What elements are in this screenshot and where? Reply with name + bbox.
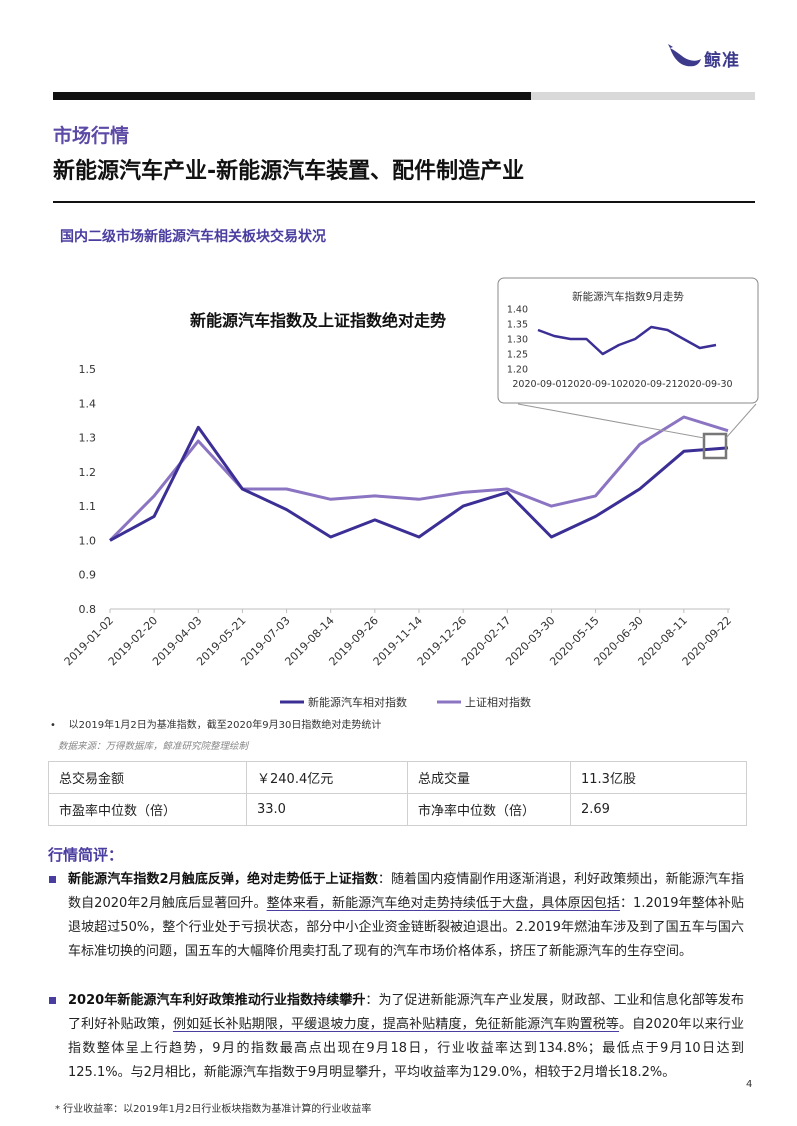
stat-label: 市净率中位数（倍） — [407, 793, 571, 826]
page-title: 新能源汽车产业-新能源汽车装置、配件制造产业 — [53, 159, 525, 184]
trading-stats-table: 总交易金额 ￥240.4亿元 总成交量 11.3亿股 市盈率中位数（倍） 33.… — [48, 761, 747, 826]
inset-chart-title: 新能源汽车指数9月走势 — [572, 290, 684, 303]
stat-value: 2.69 — [570, 793, 747, 826]
inset-y-tick-label: 1.40 — [507, 305, 528, 316]
y-tick-label: 1.1 — [79, 500, 97, 513]
review-paragraph-2: 2020年新能源汽车利好政策推动行业指数持续攀升：为了促进新能源汽车产业发展，财… — [68, 989, 744, 1085]
whale-logo-icon — [668, 44, 701, 67]
index-trend-chart: 新能源汽车指数及上证指数绝对走势 0.8 0.9 1.0 1.1 1.2 1.3 1.4 1.… — [62, 277, 759, 709]
y-tick-label: 1.4 — [79, 397, 97, 410]
brand-logo: 鲸准 — [668, 44, 758, 74]
paragraph-text: ：1.2019年整体补贴退坡超过50%，整个行业处于亏损状态，部分中小企业资金链… — [68, 896, 744, 959]
table-row: 市盈率中位数（倍） 33.0 市净率中位数（倍） 2.69 — [48, 793, 747, 826]
main-chart-title: 新能源汽车指数及上证指数绝对走势 — [190, 311, 446, 330]
stat-label: 总交易金额 — [48, 761, 247, 794]
footnote: * 行业收益率：以2019年1月2日行业板块指数为基准计算的行业收益率 — [55, 1104, 372, 1115]
brand-name: 鲸准 — [704, 51, 740, 71]
sub-heading: 国内二级市场新能源汽车相关板块交易状况 — [60, 229, 326, 245]
paragraph-underlined-text: 整体来看，新能源汽车绝对走势持续低于大盘，具体原因包括 — [266, 896, 620, 911]
chart-legend: 新能源汽车相对指数 上证相对指数 — [280, 695, 531, 709]
inset-y-tick-label: 1.25 — [507, 350, 528, 361]
zoom-highlight-box — [517, 403, 757, 460]
bullet-icon — [49, 876, 56, 883]
stat-value: 11.3亿股 — [570, 761, 747, 794]
connector-line — [517, 403, 705, 439]
chart-note: • 以2019年1月2日为基准指数，截至2020年9月30日指数绝对走势统计 — [50, 720, 382, 731]
legend-label: 新能源汽车相对指数 — [308, 695, 407, 709]
stat-value: 33.0 — [246, 793, 408, 826]
main-plot-area: 0.80.91.01.11.21.31.41.52019-01-022019-0… — [62, 363, 734, 668]
inset-y-tick-label: 1.30 — [507, 335, 528, 346]
series-line-sse — [108, 415, 729, 542]
y-tick-label: 0.9 — [79, 569, 97, 582]
inset-x-tick-label: 2020-09-01 — [512, 379, 567, 390]
stat-label: 总成交量 — [407, 761, 571, 794]
paragraph-text: ：为了促进新能源汽车产业发展，财政部、工业和信息化部等发布了利好补贴政策， — [68, 993, 744, 1032]
title-rule — [53, 201, 755, 203]
inset-x-tick-label: 2020-09-10 — [567, 379, 622, 390]
inset-x-tick-label: 2020-09-21 — [622, 379, 677, 390]
inset-chart: 新能源汽车指数9月走势 1.20 1.25 1.30 1.35 1.40 2020-09-0… — [497, 277, 759, 404]
paragraph-lead: 新能源汽车指数2月触底反弹，绝对走势低于上证指数 — [68, 872, 378, 887]
y-tick-label: 1.0 — [79, 534, 97, 547]
review-paragraph-1: 新能源汽车指数2月触底反弹，绝对走势低于上证指数：随着国内疫情副作用逐渐消退，利… — [68, 868, 744, 964]
section-label: 市场行情 — [53, 125, 130, 147]
stat-value: ￥240.4亿元 — [246, 761, 408, 794]
paragraph-text: ：随着国内疫情副作用逐渐消退，利好政策频出，新能源汽车指数自2020年2月触底后… — [68, 872, 744, 911]
table-row: 总交易金额 ￥240.4亿元 总成交量 11.3亿股 — [48, 761, 747, 794]
header-rule-dark — [53, 92, 531, 100]
legend-label: 上证相对指数 — [465, 695, 531, 709]
y-tick-label: 1.3 — [79, 432, 97, 445]
zoom-rect — [702, 432, 728, 460]
chart-note-text: 以2019年1月2日为基准指数，截至2020年9月30日指数绝对走势统计 — [68, 720, 382, 731]
inset-x-tick-label: 2020-09-30 — [677, 379, 732, 390]
y-tick-label: 1.2 — [79, 466, 97, 479]
y-tick-label: 1.5 — [79, 363, 97, 376]
y-tick-label: 0.8 — [79, 603, 97, 616]
data-source: 数据来源：万得数据库，鲸准研究院整理绘制 — [58, 741, 249, 752]
inset-series-line — [537, 325, 717, 356]
paragraph-underlined-text: 例如延长补贴期限，平缓退坡力度，提高补贴精度，免征新能源汽车购置税等 — [172, 1017, 620, 1032]
bullet-icon — [49, 997, 56, 1004]
stat-label: 市盈率中位数（倍） — [48, 793, 247, 826]
inset-y-tick-label: 1.20 — [507, 365, 528, 376]
page-number: 4 — [746, 1079, 753, 1090]
connector-line — [725, 403, 757, 439]
paragraph-lead: 2020年新能源汽车利好政策推动行业指数持续攀升 — [68, 993, 366, 1008]
header-rule-light — [531, 92, 755, 100]
paragraph-text: 。自2020年以来行业指数整体呈上行趋势，9月的指数最高点出现在9月18日，行业… — [68, 1017, 744, 1080]
inset-y-tick-label: 1.35 — [507, 320, 528, 331]
series-line-nev — [109, 425, 729, 542]
review-heading: 行情简评： — [48, 846, 124, 864]
